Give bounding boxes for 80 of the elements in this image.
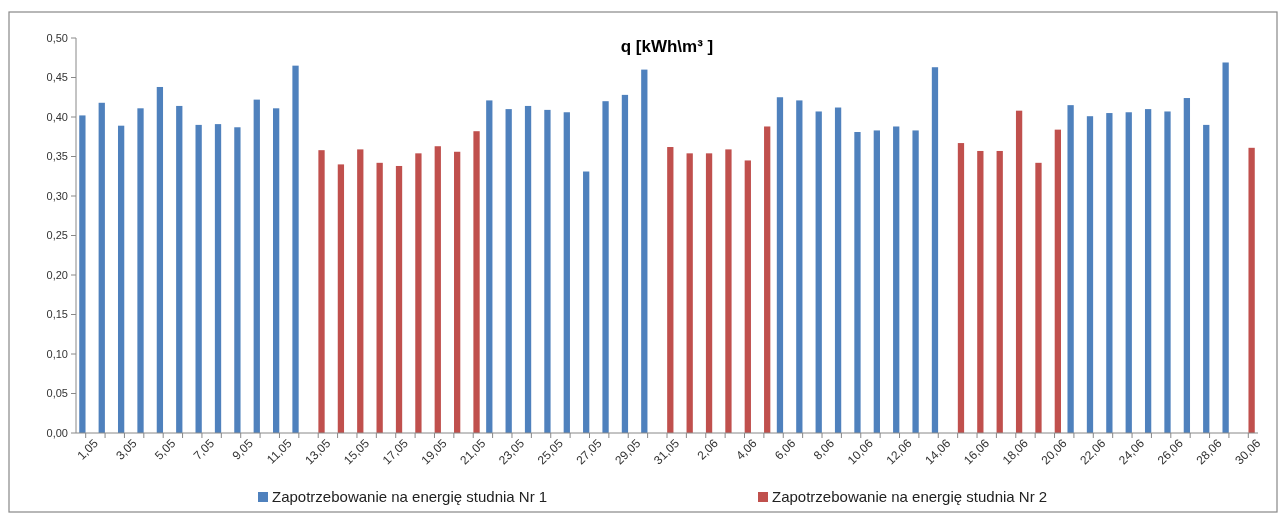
bar [1106,113,1113,433]
bar [117,125,125,433]
bar [79,115,86,433]
bar [376,162,383,433]
bar [318,150,325,433]
y-tick-label: 0,20 [46,268,68,281]
bar [234,127,241,433]
bar [912,130,919,433]
bar [764,126,771,433]
x-tick-label: 6,06 [771,435,799,463]
bar [686,153,693,433]
bar [195,124,202,433]
y-tick-label: 0,25 [46,229,68,242]
y-tick-label: 0,10 [46,347,68,360]
bar [1015,110,1023,433]
bar [473,131,480,433]
bar [744,160,751,433]
bar [563,112,570,433]
bar [705,153,713,433]
bar [834,107,842,433]
bar [176,105,183,433]
x-tick-label: 4,06 [733,435,760,463]
bar [337,164,345,433]
legend-label: Zapotrzebowanie na energię studnia Nr 2 [772,488,1048,505]
bar [1203,124,1210,433]
bar [214,124,222,433]
bar [602,101,609,433]
y-tick-label: 0,30 [46,189,68,202]
bar [156,86,164,433]
bar [253,99,260,433]
bar [137,108,144,433]
bar [1183,98,1191,433]
bar [454,151,461,433]
y-tick-label: 0,45 [46,71,68,84]
bar [1222,62,1229,433]
bar [395,165,403,433]
bar [873,130,880,433]
bar [524,105,532,433]
bar [641,69,648,433]
bar [505,109,512,433]
bar [544,109,551,433]
y-tick-label: 0,35 [46,150,68,163]
x-tick-label: 8,06 [810,435,838,463]
bar [1054,129,1061,433]
bar [776,97,784,433]
bar [815,111,822,433]
bar [415,153,422,433]
bar [1125,112,1132,433]
bar [1086,116,1094,433]
bar [273,108,280,433]
bar [996,150,1003,433]
bar [977,150,984,433]
legend-label: Zapotrzebowanie na energię studnia Nr 1 [272,488,548,505]
bar [667,147,674,433]
chart-title: q [kWh\m³ ] [620,37,714,56]
bar [583,171,590,433]
bar [725,149,732,433]
bar [1035,162,1042,433]
x-tick-label: 7,05 [190,435,218,463]
bar [1164,111,1171,433]
bar [98,102,105,433]
bar [434,146,441,433]
bar [1144,109,1152,433]
bar [931,67,939,433]
y-tick-label: 0,40 [46,110,68,123]
bar [1067,105,1074,433]
y-tick-label: 0,05 [46,387,68,400]
bar [957,143,965,433]
bar [292,65,299,433]
bar [854,132,861,433]
bar [796,100,803,433]
bar [357,149,364,433]
y-tick-label: 0,00 [46,426,68,439]
bar [621,94,629,433]
bar [1248,147,1255,433]
bar [893,126,900,433]
bar [486,100,493,433]
y-tick-label: 0,15 [46,308,68,321]
y-tick-label: 0,50 [46,31,68,44]
x-tick-label: 9,05 [229,435,257,463]
